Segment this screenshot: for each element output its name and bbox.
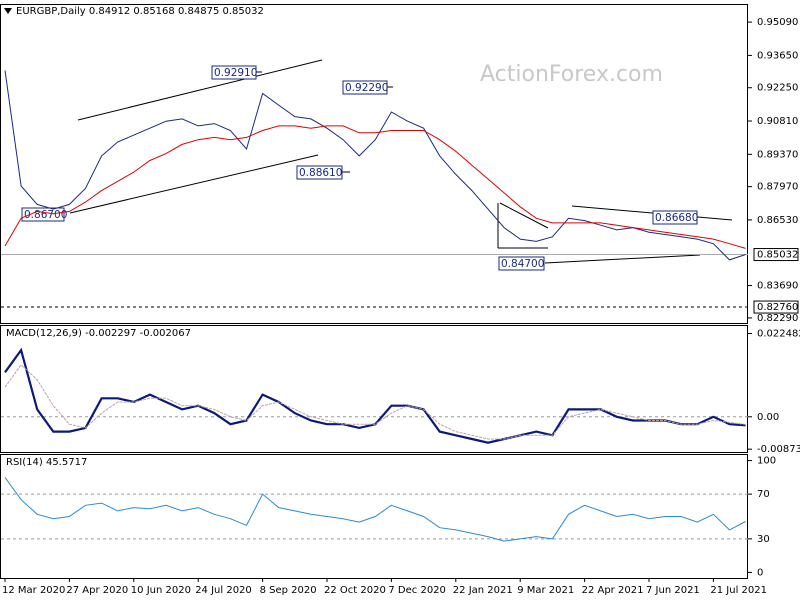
current-price-label: 0.85032 bbox=[757, 250, 798, 261]
y-tick-label: 0 bbox=[757, 567, 763, 578]
wedge-lower bbox=[544, 254, 701, 264]
series-line bbox=[4, 70, 746, 261]
annotation-box bbox=[21, 207, 65, 222]
y-tick-label: 70 bbox=[757, 489, 770, 500]
y-tick-label: 0.00 bbox=[757, 412, 779, 423]
annotation: 0.84700 bbox=[501, 258, 544, 270]
x-tick-label: 8 Sep 2020 bbox=[260, 585, 317, 596]
y-tick-label: 0.87970 bbox=[757, 182, 798, 193]
y-tick-label: 0.022482 bbox=[757, 328, 800, 339]
chart-title: EURGBP,Daily 0.84912 0.85168 0.84875 0.8… bbox=[16, 6, 264, 17]
y-tick-label: 0.92250 bbox=[757, 83, 798, 94]
menu-icon bbox=[4, 8, 12, 14]
panel-title: MACD(12,26,9) -0.002297 -0.002067 bbox=[6, 328, 191, 339]
y-tick-label: 0.93650 bbox=[757, 50, 798, 61]
annotation-box bbox=[211, 65, 257, 80]
y-tick-label: -0.008736 bbox=[757, 444, 800, 455]
series-line bbox=[4, 125, 746, 249]
price-panel bbox=[0, 4, 748, 324]
y-tick-label: 0.83690 bbox=[757, 281, 798, 292]
y-tick-label: 100 bbox=[757, 456, 776, 467]
y-tick-label: 0.86530 bbox=[757, 215, 798, 226]
x-tick-label: 10 Jun 2020 bbox=[131, 585, 191, 596]
rsi-panel bbox=[0, 454, 748, 579]
annotation-box bbox=[342, 80, 388, 95]
watermark: ActionForex.com bbox=[480, 62, 663, 87]
annotation: 0.92910 bbox=[214, 67, 257, 79]
annotation: 0.86700 bbox=[24, 209, 67, 221]
x-tick-label: 12 Mar 2020 bbox=[2, 585, 65, 596]
x-tick-label: 9 Mar 2021 bbox=[517, 585, 574, 596]
series-line bbox=[4, 477, 746, 542]
x-tick-label: 22 Apr 2021 bbox=[582, 585, 644, 596]
x-tick-label: 27 Apr 2020 bbox=[66, 585, 128, 596]
y-tick-label: 0.82290 bbox=[757, 313, 798, 324]
x-tick-label: 7 Jun 2021 bbox=[646, 585, 700, 596]
y-tick-label: 0.95090 bbox=[757, 17, 798, 28]
x-tick-label: 22 Jan 2021 bbox=[453, 585, 513, 596]
x-tick-label: 22 Oct 2020 bbox=[324, 585, 386, 596]
annotation: 0.88610 bbox=[299, 167, 342, 179]
macd-panel bbox=[0, 325, 748, 453]
y-tick-label: 0.89370 bbox=[757, 149, 798, 160]
price-box bbox=[753, 300, 799, 314]
channel-lower bbox=[69, 154, 319, 214]
level-label: 0.82760 bbox=[757, 302, 798, 313]
panel-title: RSI(14) 45.5717 bbox=[6, 457, 87, 468]
channel-upper bbox=[77, 59, 323, 121]
triangle-upper bbox=[499, 202, 549, 229]
wedge-upper bbox=[571, 205, 733, 221]
y-tick-label: 0.90810 bbox=[757, 116, 798, 127]
annotation-box bbox=[652, 210, 698, 225]
annotation: 0.86680 bbox=[655, 212, 698, 224]
annotation-box bbox=[498, 256, 545, 271]
annotation-box bbox=[296, 165, 343, 180]
x-tick-label: 7 Dec 2020 bbox=[388, 585, 446, 596]
x-tick-label: 21 Jul 2021 bbox=[710, 585, 767, 596]
y-tick-label: 30 bbox=[757, 534, 770, 545]
x-tick-label: 24 Jul 2020 bbox=[195, 585, 252, 596]
price-box bbox=[753, 248, 799, 262]
annotation: 0.92290 bbox=[345, 82, 388, 94]
series-line bbox=[4, 364, 746, 440]
